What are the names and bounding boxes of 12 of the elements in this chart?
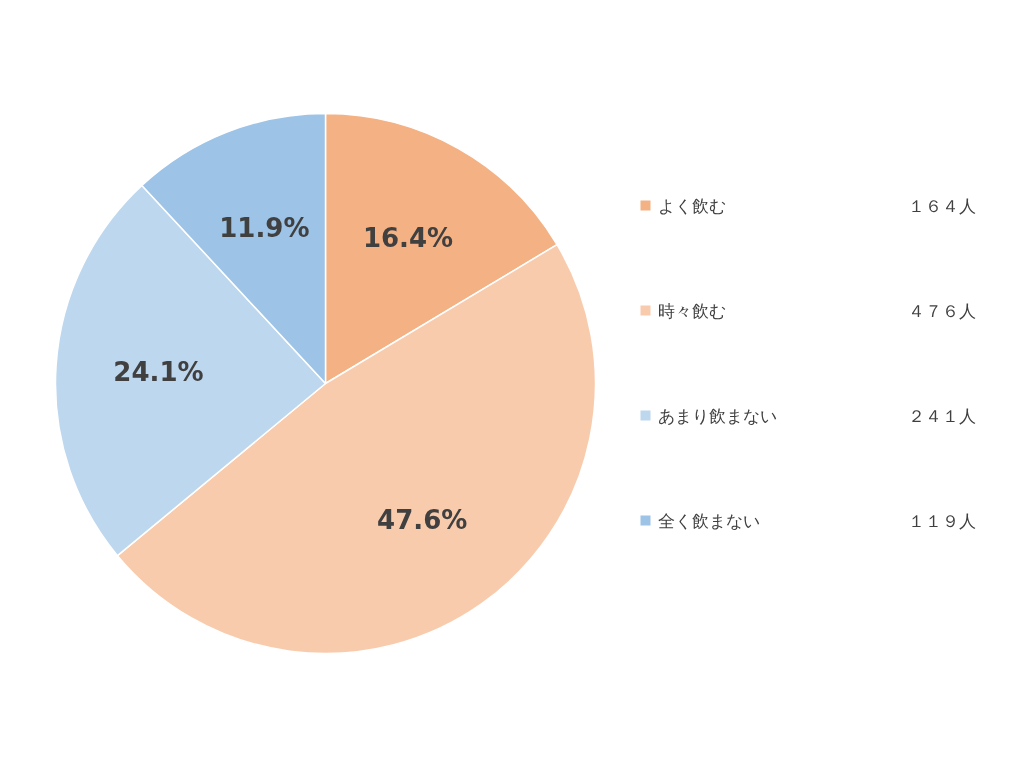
legend-label: よく飲む [657,195,726,216]
data-label: 47.6% [377,505,468,536]
data-label: 16.4% [362,222,454,253]
legend-label: 時々飲む [657,300,726,321]
text: １６４人 [907,195,976,216]
legend-label: 全く飲まない [657,510,760,531]
data-label: 11.9% [219,212,310,243]
text: ４７６人 [907,300,976,321]
legend-label: あまり飲まない [657,405,777,426]
text: １１９人 [907,510,976,531]
data-label: 24.1% [113,357,204,388]
text: ２４１人 [907,405,976,426]
